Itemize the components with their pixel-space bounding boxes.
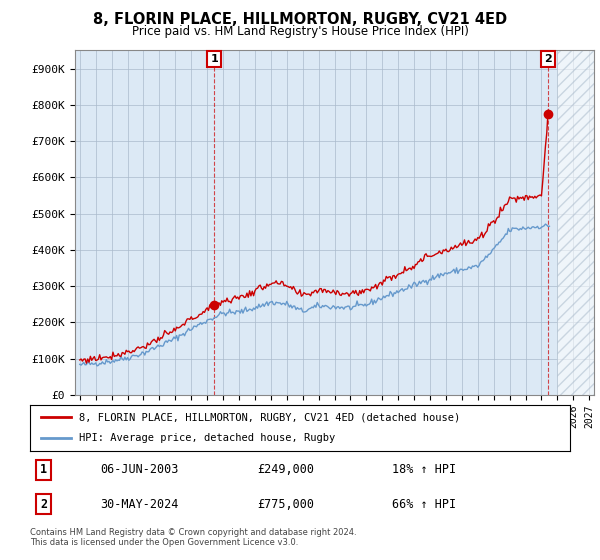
Bar: [557, 50, 597, 395]
Text: 66% ↑ HPI: 66% ↑ HPI: [392, 497, 456, 511]
Text: 30-MAY-2024: 30-MAY-2024: [100, 497, 179, 511]
Text: £249,000: £249,000: [257, 463, 314, 476]
Text: HPI: Average price, detached house, Rugby: HPI: Average price, detached house, Rugb…: [79, 433, 335, 444]
Text: Price paid vs. HM Land Registry's House Price Index (HPI): Price paid vs. HM Land Registry's House …: [131, 25, 469, 38]
Text: Contains HM Land Registry data © Crown copyright and database right 2024.
This d: Contains HM Land Registry data © Crown c…: [30, 528, 356, 547]
Text: £775,000: £775,000: [257, 497, 314, 511]
Text: 2: 2: [40, 497, 47, 511]
Text: 8, FLORIN PLACE, HILLMORTON, RUGBY, CV21 4ED: 8, FLORIN PLACE, HILLMORTON, RUGBY, CV21…: [93, 12, 507, 27]
Text: 8, FLORIN PLACE, HILLMORTON, RUGBY, CV21 4ED (detached house): 8, FLORIN PLACE, HILLMORTON, RUGBY, CV21…: [79, 412, 460, 422]
Text: 2: 2: [544, 54, 552, 64]
Text: 1: 1: [40, 463, 47, 476]
Text: 18% ↑ HPI: 18% ↑ HPI: [392, 463, 456, 476]
Text: 1: 1: [210, 54, 218, 64]
Text: 06-JUN-2003: 06-JUN-2003: [100, 463, 179, 476]
